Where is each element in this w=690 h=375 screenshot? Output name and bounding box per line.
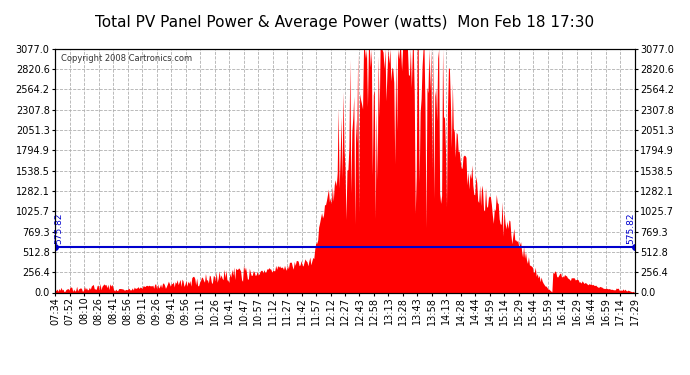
Text: 575.82: 575.82 (55, 212, 63, 244)
Text: Copyright 2008 Cartronics.com: Copyright 2008 Cartronics.com (61, 54, 192, 63)
Text: 575.82: 575.82 (627, 212, 635, 244)
Text: Total PV Panel Power & Average Power (watts)  Mon Feb 18 17:30: Total PV Panel Power & Average Power (wa… (95, 15, 595, 30)
